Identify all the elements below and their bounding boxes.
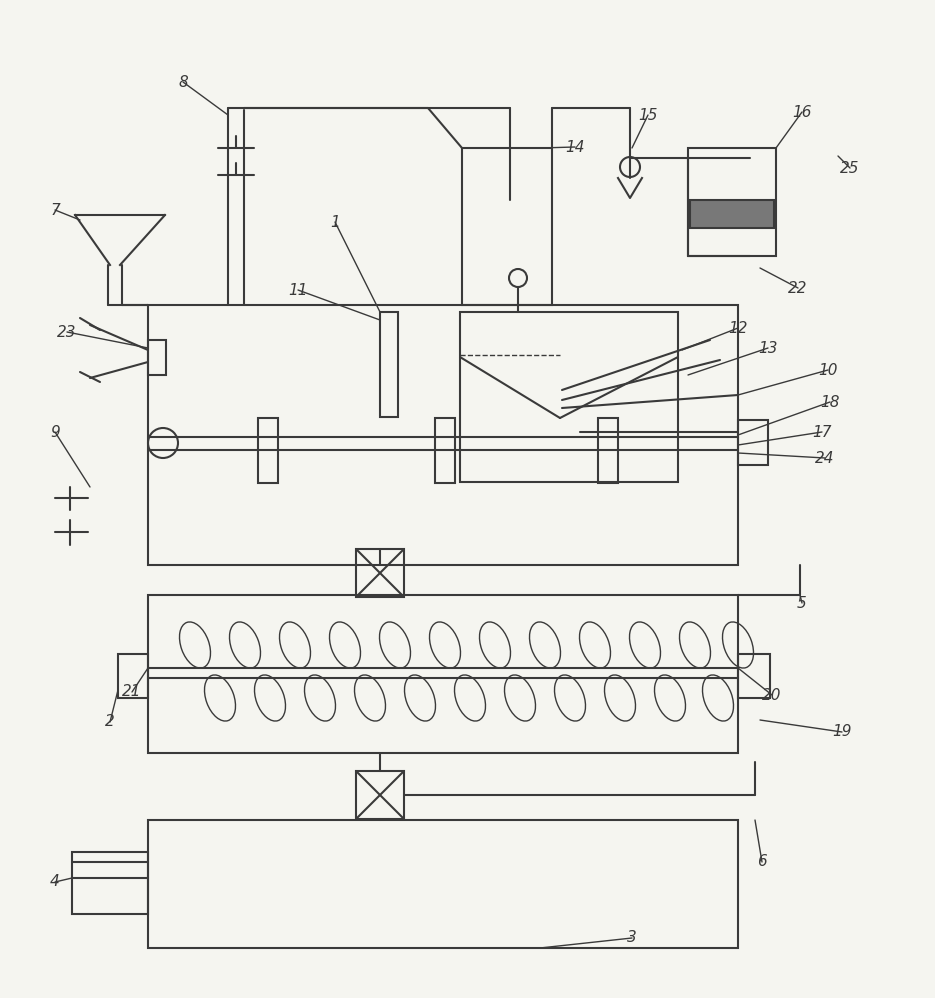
Text: 3: 3 xyxy=(627,930,637,945)
Bar xyxy=(148,340,166,375)
Text: 16: 16 xyxy=(792,105,812,120)
Bar xyxy=(380,312,398,417)
Text: 25: 25 xyxy=(841,161,860,176)
Bar xyxy=(356,771,404,819)
Text: 6: 6 xyxy=(757,854,767,869)
Text: 21: 21 xyxy=(122,685,142,700)
Text: 12: 12 xyxy=(728,320,748,335)
Text: 1: 1 xyxy=(330,215,340,230)
Text: 10: 10 xyxy=(818,362,838,377)
Bar xyxy=(598,418,618,483)
Bar xyxy=(462,148,552,305)
Bar xyxy=(258,418,278,483)
Text: 7: 7 xyxy=(50,203,60,218)
Bar xyxy=(688,148,776,256)
Bar xyxy=(690,200,774,228)
Text: 8: 8 xyxy=(179,75,188,90)
Text: 4: 4 xyxy=(50,874,60,889)
Bar xyxy=(738,420,768,465)
Text: 5: 5 xyxy=(798,596,807,611)
Text: 19: 19 xyxy=(832,725,852,740)
Bar xyxy=(118,654,148,698)
Bar xyxy=(738,654,770,698)
Text: 22: 22 xyxy=(788,280,808,295)
Bar xyxy=(435,418,455,483)
Bar xyxy=(460,312,678,482)
Text: 13: 13 xyxy=(758,340,778,355)
Text: 11: 11 xyxy=(288,282,308,297)
Bar xyxy=(148,595,738,753)
Text: 2: 2 xyxy=(105,715,115,730)
Bar xyxy=(356,549,404,597)
Text: 14: 14 xyxy=(566,140,584,155)
Bar xyxy=(72,852,148,914)
Text: 20: 20 xyxy=(762,688,782,703)
Bar xyxy=(148,820,738,948)
Text: 15: 15 xyxy=(639,108,657,123)
Bar xyxy=(148,305,738,565)
Text: 17: 17 xyxy=(813,424,832,439)
Text: 23: 23 xyxy=(57,324,77,339)
Text: 24: 24 xyxy=(815,450,835,465)
Text: 9: 9 xyxy=(50,424,60,439)
Text: 18: 18 xyxy=(820,394,840,409)
